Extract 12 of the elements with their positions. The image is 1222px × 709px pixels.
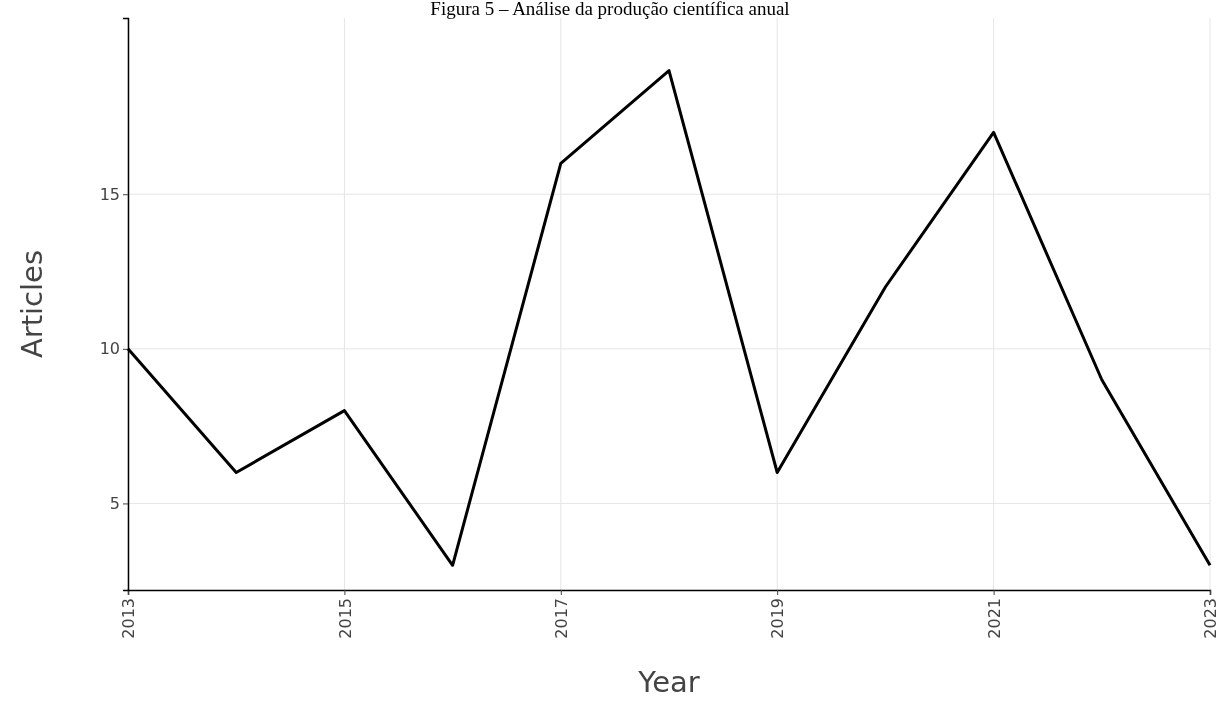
x-tick-label: 2021 bbox=[984, 598, 1004, 639]
y-tick-label: 15 bbox=[99, 184, 120, 204]
x-tick-label: 2015 bbox=[335, 598, 355, 639]
x-tick-label: 2013 bbox=[119, 598, 139, 639]
y-tick-label: 5 bbox=[109, 494, 120, 514]
x-axis-title: Year bbox=[637, 665, 700, 699]
y-axis-title: Articles bbox=[15, 249, 49, 359]
x-tick-label: 2023 bbox=[1201, 598, 1221, 639]
x-tick-label: 2019 bbox=[768, 598, 788, 639]
chart-title: Figura 5 – Análise da produção científica anual bbox=[430, 0, 790, 19]
y-tick-label: 10 bbox=[99, 339, 120, 359]
x-tick-label: 2017 bbox=[551, 598, 571, 639]
